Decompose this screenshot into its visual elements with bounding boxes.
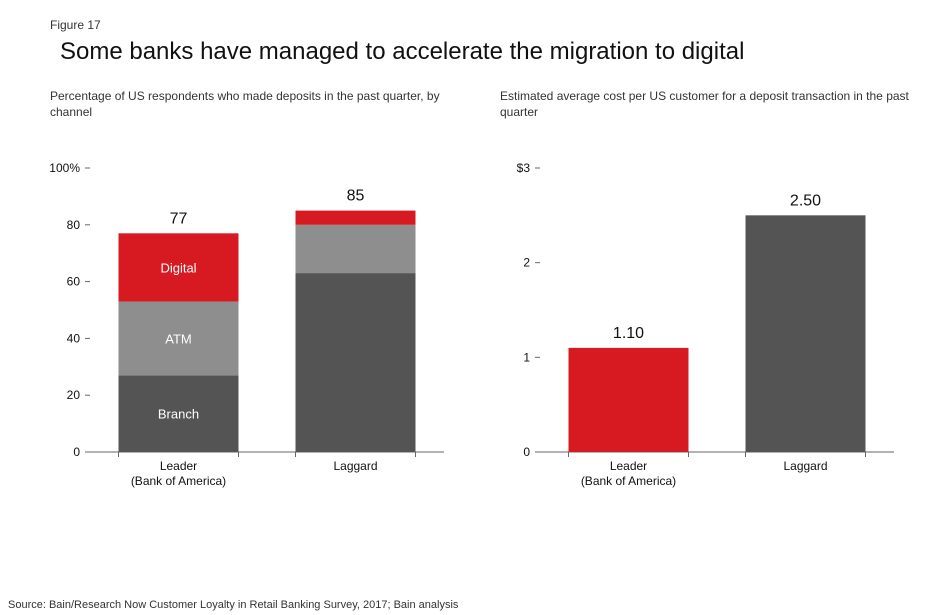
stacked-segment [296,225,416,273]
y-tick-label: 80 [67,218,81,232]
category-label: Leader [160,459,197,473]
figure-number: Figure 17 [50,18,922,32]
left-subtitle: Percentage of US respondents who made de… [50,88,470,122]
bar [746,215,866,452]
y-tick-label: 40 [67,331,81,345]
category-sublabel: (Bank of America) [131,474,226,488]
title-row: Some banks have managed to accelerate th… [50,38,922,66]
bar-total-label: 85 [347,188,365,205]
bar [569,348,689,452]
y-tick-label: 20 [67,388,81,402]
y-tick-label: 100% [50,161,80,175]
segment-label: Digital [160,260,196,275]
stacked-segment [296,273,416,452]
left-chart: Percentage of US respondents who made de… [50,88,470,556]
y-tick-label: $3 [517,161,531,175]
right-chart-svg: 0 1 2 $3 1.10 Leader(Bank of America) 2.50 Lagg… [500,136,920,556]
category-label: Laggard [333,459,377,473]
y-tick-label: 0 [523,445,530,459]
left-chart-svg: 0 20 40 60 80 100% Branch ATM Digital 77 Leader(Ba… [50,136,470,556]
chart-title: Some banks have managed to accelerate th… [60,38,744,66]
y-tick-label: 2 [523,256,530,270]
right-subtitle: Estimated average cost per US customer f… [500,88,922,122]
right-chart: Estimated average cost per US customer f… [500,88,922,556]
category-label: Leader [610,459,647,473]
segment-label: ATM [165,331,191,346]
segment-label: Branch [158,407,199,422]
stacked-segment [296,211,416,225]
bar-value-label: 2.50 [790,192,821,209]
source-line: Source: Bain/Research Now Customer Loyal… [8,599,458,611]
y-tick-label: 60 [67,275,81,289]
category-label: Laggard [783,459,827,473]
y-tick-label: 1 [523,350,530,364]
category-sublabel: (Bank of America) [581,474,676,488]
y-tick-label: 0 [73,445,80,459]
figure-container: Figure 17 Some banks have managed to acc… [0,0,950,615]
bar-total-label: 77 [170,210,188,227]
bar-value-label: 1.10 [613,325,644,342]
charts-row: Percentage of US respondents who made de… [50,88,922,556]
